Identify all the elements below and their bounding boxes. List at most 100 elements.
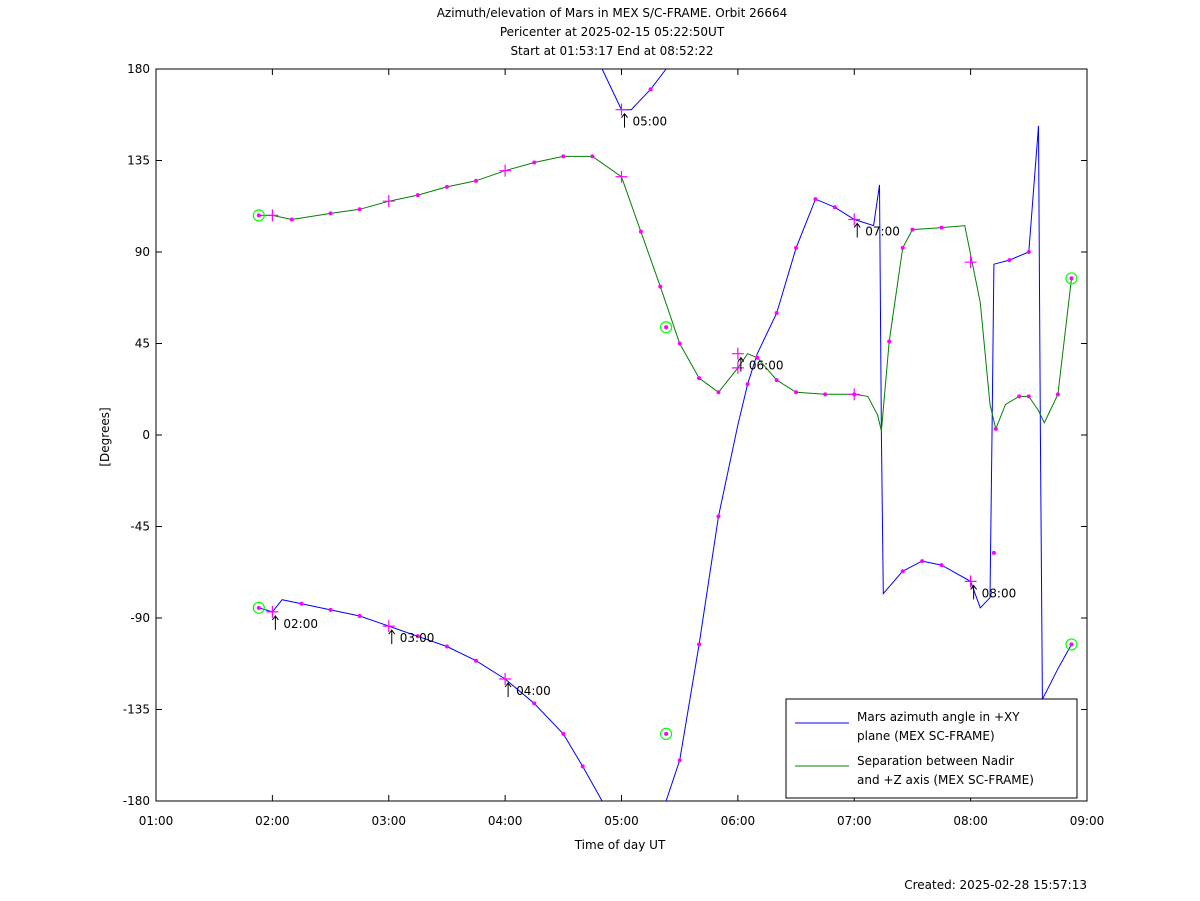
plot-markers (252, 87, 1078, 769)
axes: 01:00 02:00 03:00 04:00 05:00 06:00 07:00 08:00… (123, 62, 1105, 828)
data-point-marker (256, 605, 261, 610)
data-point-marker (444, 644, 449, 649)
endpoint-circle-marker (660, 727, 673, 741)
y-tick-label: 180 (127, 62, 150, 76)
hour-cross-marker (731, 347, 744, 360)
data-point-marker (415, 634, 420, 639)
time-annotation-arrow (853, 222, 861, 238)
x-tick-label: 05:00 (604, 814, 639, 828)
data-point-marker (561, 154, 566, 159)
time-annotation-label: 03:00 (400, 631, 435, 645)
data-point-marker (774, 378, 779, 383)
data-point-marker (532, 160, 537, 165)
created-timestamp: Created: 2025-02-28 15:57:13 (904, 878, 1087, 892)
hour-cross-marker (964, 256, 977, 269)
chart-subtitle-start-end: Start at 01:53:17 End at 08:52:22 (510, 44, 713, 58)
data-point-marker (910, 227, 915, 232)
separation-series-line (258, 155, 1072, 432)
data-point-marker (328, 607, 333, 612)
data-point-marker (887, 339, 892, 344)
data-point-marker (590, 154, 595, 159)
data-point-marker (638, 229, 643, 234)
hour-cross-marker (731, 361, 744, 374)
data-point-marker (328, 211, 333, 216)
y-tick-label: -180 (123, 794, 150, 808)
x-tick-label: 04:00 (488, 814, 523, 828)
time-annotation-label: 02:00 (283, 617, 318, 631)
hour-cross-marker (964, 575, 977, 588)
hour-cross-marker (266, 605, 279, 618)
data-point-marker (289, 217, 294, 222)
x-tick-label: 09:00 (1070, 814, 1105, 828)
hour-cross-marker (382, 620, 395, 633)
data-point-marker (939, 563, 944, 568)
x-tick-label: 06:00 (721, 814, 756, 828)
y-tick-label: -135 (123, 703, 150, 717)
data-point-marker (256, 213, 261, 218)
x-tick-label: 01:00 (139, 814, 174, 828)
data-point-marker (794, 390, 799, 395)
data-point-marker (648, 87, 653, 92)
y-tick-label: 90 (135, 245, 150, 259)
data-point-marker (444, 184, 449, 189)
legend-azimuth-label-line2: plane (MEX SC-FRAME) (857, 729, 995, 743)
x-tick-label: 07:00 (837, 814, 872, 828)
data-point-marker (823, 392, 828, 397)
data-point-marker (658, 284, 663, 289)
chart-title: Azimuth/elevation of Mars in MEX S/C-FRA… (437, 6, 788, 20)
data-point-marker (1069, 642, 1074, 647)
y-tick-label: -45 (130, 520, 150, 534)
x-tick-label: 03:00 (371, 814, 406, 828)
data-point-marker (755, 355, 760, 360)
data-point-marker (1055, 392, 1060, 397)
time-annotation-label: 08:00 (982, 586, 1017, 600)
x-tick-label: 02:00 (255, 814, 290, 828)
endpoint-circle-marker (252, 601, 265, 614)
data-point-marker (993, 426, 998, 431)
data-point-marker (1026, 394, 1031, 399)
time-annotation-arrow (271, 615, 279, 630)
time-annotation-label: 06:00 (749, 359, 784, 373)
data-point-marker (532, 701, 537, 706)
time-annotation-arrow (970, 584, 978, 600)
data-point-marker (474, 178, 479, 183)
data-point-marker (357, 207, 362, 212)
y-tick-label: 135 (127, 154, 150, 168)
data-point-marker (794, 245, 799, 250)
hour-cross-marker (615, 170, 628, 183)
time-annotation-arrow (504, 682, 512, 697)
data-point-marker (745, 382, 750, 387)
legend-separation-label-line1: Separation between Nadir (857, 754, 1014, 768)
y-tick-label: 0 (142, 428, 150, 442)
data-point-marker (774, 311, 779, 315)
endpoint-circle-marker (1065, 638, 1078, 651)
time-annotation-label: 04:00 (516, 684, 551, 698)
x-axis-label: Time of day UT (574, 838, 666, 852)
data-point-marker (939, 225, 944, 230)
hour-cross-marker (266, 209, 279, 222)
endpoint-circle-marker (660, 321, 673, 334)
data-point-marker (832, 205, 837, 210)
legend-separation-label-line2: and +Z axis (MEX SC-FRAME) (857, 773, 1034, 787)
hour-cross-marker (382, 195, 395, 208)
data-point-marker (1026, 250, 1031, 254)
data-point-marker (677, 758, 682, 763)
data-point-marker (357, 613, 362, 618)
data-point-marker (697, 642, 702, 647)
data-point-marker (415, 193, 420, 198)
y-tick-label: -90 (130, 611, 150, 625)
data-point-marker (920, 559, 925, 564)
time-annotation-arrow (621, 112, 628, 128)
x-tick-label: 08:00 (953, 814, 988, 828)
data-point-marker (991, 550, 996, 555)
data-point-marker (1017, 394, 1022, 399)
hour-cross-marker (615, 103, 628, 116)
endpoint-circle-marker (252, 209, 265, 222)
hour-cross-marker (848, 388, 861, 401)
data-point-marker (697, 376, 702, 381)
data-point-marker (664, 325, 669, 330)
data-point-marker (474, 658, 479, 663)
data-point-marker (664, 731, 669, 736)
data-point-marker (716, 390, 721, 395)
data-point-marker (900, 569, 905, 574)
